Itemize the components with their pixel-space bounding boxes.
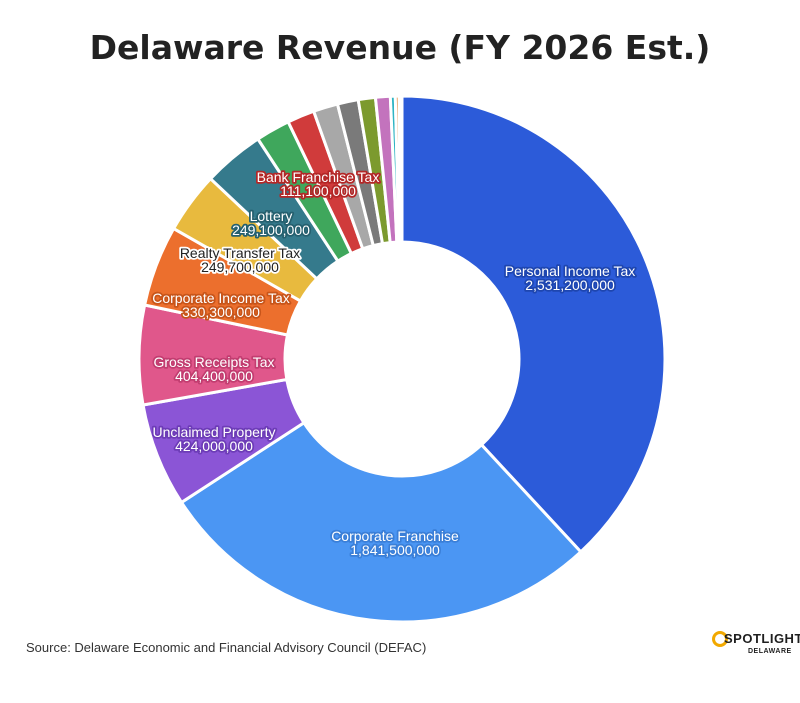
chart-title: Delaware Revenue (FY 2026 Est.) (89, 28, 711, 67)
donut-slice-corporate-franchise (179, 420, 583, 624)
logo-ring-icon (712, 631, 728, 647)
logo-subtitle: DELAWARE (748, 648, 792, 655)
logo-wordmark: SPOTLIGHT (724, 631, 800, 646)
slice-label-personal-income-tax: Personal Income Tax 2,531,200,000 (505, 263, 635, 293)
slice-label-realty-transfer-tax: Realty Transfer Tax 249,700,000 (180, 245, 300, 275)
donut-slice-15 (397, 94, 404, 244)
spotlight-delaware-logo: SPOTLIGHT DELAWARE (712, 630, 800, 660)
slice-label-unclaimed-property: Unclaimed Property 424,000,000 (153, 424, 276, 454)
source-note: Source: Delaware Economic and Financial … (26, 640, 427, 655)
slice-label-corporate-income-tax: Corporate Income Tax 330,300,000 (152, 290, 289, 320)
slice-label-corporate-franchise: Corporate Franchise 1,841,500,000 (331, 528, 459, 558)
slice-label-gross-receipts-tax: Gross Receipts Tax 404,400,000 (153, 354, 274, 384)
slice-label-lottery: Lottery 249,100,000 (232, 208, 310, 238)
slice-label-bank-franchise-tax: Bank Franchise Tax 111,100,000 (257, 169, 380, 199)
donut-slice-personal-income-tax (400, 94, 667, 554)
